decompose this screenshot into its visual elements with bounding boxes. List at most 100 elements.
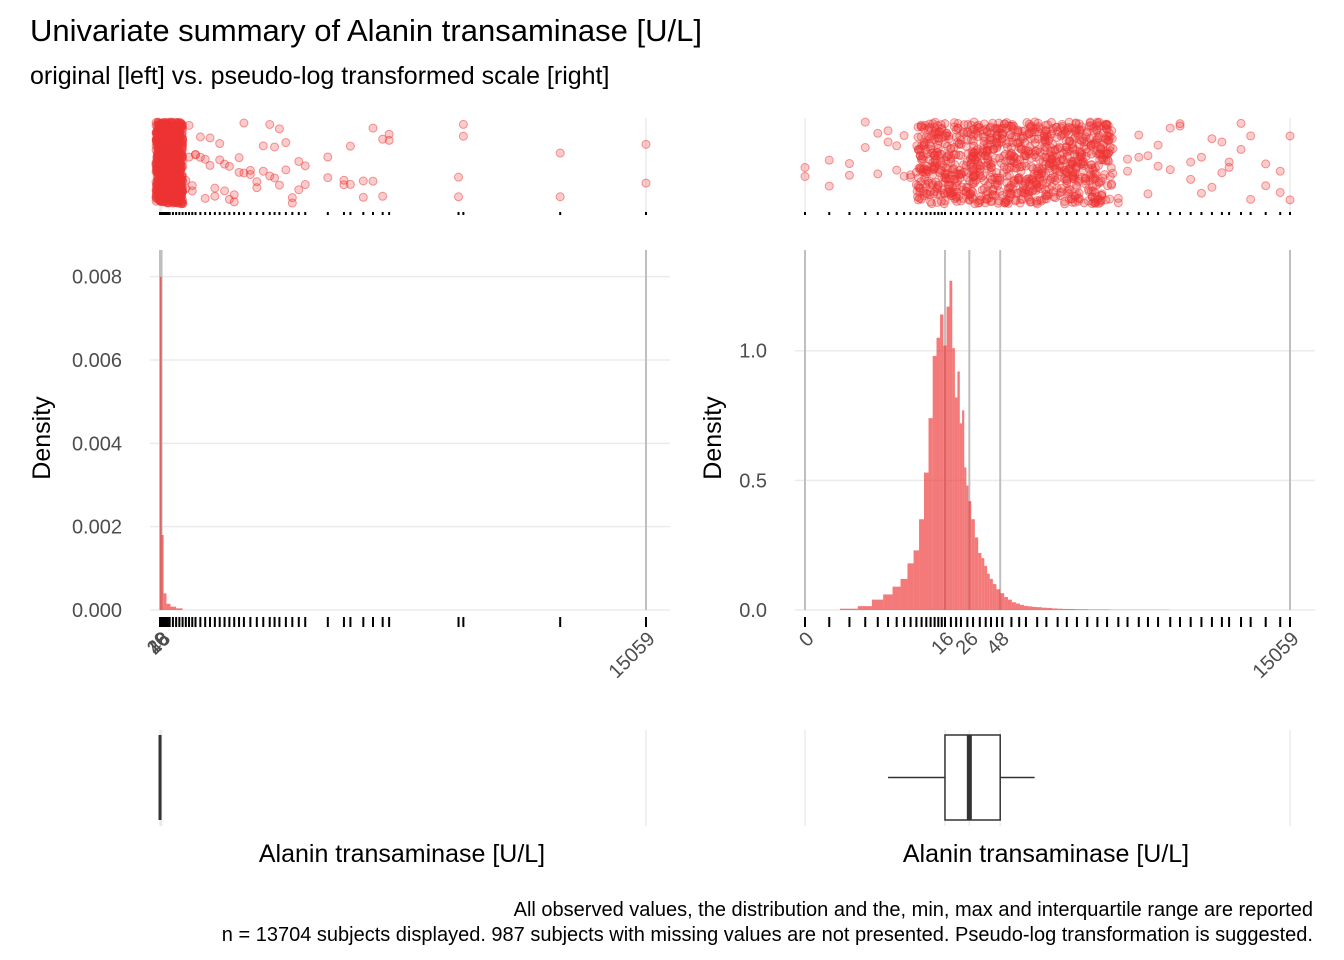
jitter-point	[1094, 131, 1104, 141]
jitter-point	[368, 176, 378, 186]
jitter-point	[911, 180, 921, 190]
histogram-bar	[883, 594, 893, 610]
jitter-point	[210, 191, 220, 201]
jitter-point	[1275, 166, 1285, 176]
jitter-point	[156, 167, 166, 177]
jitter-point	[1217, 137, 1227, 147]
jitter-point	[873, 169, 883, 179]
jitter-point	[1053, 144, 1063, 154]
jitter-point	[937, 185, 947, 195]
histogram-bar	[1051, 608, 1058, 610]
histogram-bar	[913, 550, 920, 610]
jitter-point	[1030, 134, 1040, 144]
histogram-bar	[1068, 608, 1075, 610]
histogram-bar	[1015, 603, 1020, 610]
jitter-point	[300, 161, 310, 171]
left-x-axis-title: Alanin transaminase [U/L]	[259, 840, 545, 868]
jitter-point	[1207, 134, 1217, 144]
jitter-point	[962, 157, 972, 167]
jitter-point	[1041, 194, 1051, 204]
jitter-point	[265, 119, 275, 129]
jitter-point	[641, 139, 651, 149]
x-tick-label: 26	[952, 628, 983, 659]
jitter-point	[384, 135, 394, 145]
jitter-point	[1236, 118, 1246, 128]
jitter-point	[171, 140, 181, 150]
jitter-point	[997, 190, 1007, 200]
jitter-point	[946, 143, 956, 153]
jitter-point	[962, 173, 972, 183]
jitter-point	[152, 181, 162, 191]
histogram-bar	[1004, 597, 1008, 610]
histogram-bar	[900, 578, 908, 610]
jitter-point	[163, 155, 173, 165]
jitter-point	[956, 196, 966, 206]
jitter-point	[641, 178, 651, 188]
jitter-point	[1072, 182, 1082, 192]
jitter-point	[1032, 199, 1042, 209]
histogram-bar	[1087, 609, 1095, 610]
jitter-point	[300, 180, 310, 190]
jitter-point	[174, 155, 184, 165]
x-tick-label: 48	[144, 628, 175, 659]
jitter-point	[281, 138, 291, 148]
y-tick-label: 1.0	[739, 341, 767, 363]
jitter-point	[1165, 123, 1175, 133]
histogram-bar	[957, 371, 960, 610]
jitter-point	[239, 118, 249, 128]
histogram-bar	[996, 589, 1001, 610]
y-tick-label: 0.000	[72, 600, 122, 622]
jitter-point	[555, 148, 565, 158]
jitter-point	[287, 193, 297, 203]
x-tick-label: 15059	[605, 628, 660, 683]
jitter-point	[968, 148, 978, 158]
jitter-point	[174, 196, 184, 206]
histogram-bar	[1036, 607, 1042, 610]
y-tick-label: 0.004	[72, 433, 122, 455]
histogram-bar	[857, 606, 872, 610]
jitter-point	[152, 129, 162, 139]
histogram-bar	[839, 608, 858, 610]
histogram-bar	[871, 599, 884, 610]
jitter-point	[154, 143, 164, 153]
jitter-point	[1072, 151, 1082, 161]
y-tick-label: 0.008	[72, 267, 122, 289]
jitter-point	[1004, 170, 1014, 180]
jitter-point	[161, 123, 171, 133]
jitter-point	[454, 172, 464, 182]
jitter-point	[1246, 131, 1256, 141]
histogram-bar	[1074, 609, 1082, 610]
y-tick-label: 0.5	[739, 470, 767, 492]
jitter-point	[965, 189, 975, 199]
histogram-bar	[959, 423, 963, 610]
jitter-point	[220, 186, 230, 196]
jitter-point	[1021, 185, 1031, 195]
jitter-point	[1067, 159, 1077, 169]
histogram-bar	[1028, 606, 1033, 610]
histogram-bar	[907, 563, 914, 610]
histogram-bar	[987, 573, 990, 610]
jitter-point	[1015, 198, 1025, 208]
jitter-point	[168, 182, 178, 192]
histogram-bar	[966, 485, 969, 610]
histogram-bar	[978, 552, 982, 610]
jitter-point	[323, 173, 333, 183]
chart-subtitle: original [left] vs. pseudo-log transform…	[30, 62, 609, 90]
jitter-point	[265, 171, 275, 181]
jitter-point	[1000, 149, 1010, 159]
jitter-point	[1092, 118, 1102, 128]
jitter-point	[229, 190, 239, 200]
jitter-point	[921, 132, 931, 142]
jitter-point	[992, 178, 1002, 188]
jitter-point	[294, 185, 304, 195]
jitter-point	[997, 123, 1007, 133]
jitter-point	[1175, 119, 1185, 129]
jitter-point	[932, 197, 942, 207]
boxplot-box	[158, 735, 162, 820]
jitter-point	[860, 117, 870, 127]
histogram-bar	[954, 397, 958, 610]
caption-line-2: n = 13704 subjects displayed. 987 subjec…	[222, 924, 1313, 946]
jitter-point	[215, 139, 225, 149]
jitter-point	[1113, 193, 1123, 203]
jitter-point	[971, 129, 981, 139]
